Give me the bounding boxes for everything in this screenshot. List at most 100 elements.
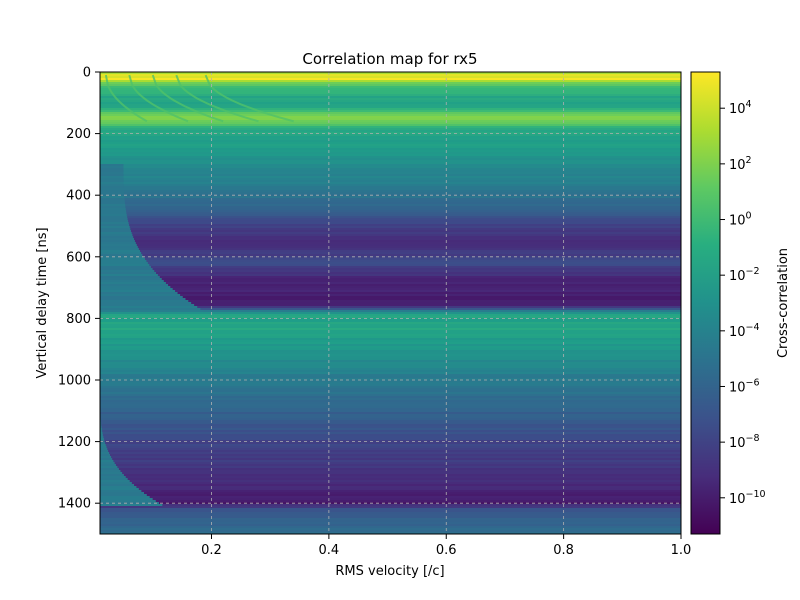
heatmap-row xyxy=(100,256,681,259)
heatmap-row xyxy=(100,198,681,201)
heatmap-cell xyxy=(100,476,126,479)
heatmap-cell xyxy=(100,492,145,495)
heatmap-row xyxy=(100,76,681,79)
heatmap-row xyxy=(100,484,681,487)
heatmap-cell xyxy=(100,262,148,265)
heatmap-cell xyxy=(100,174,124,177)
heatmap-row xyxy=(100,238,681,241)
heatmap-row xyxy=(100,290,681,293)
heatmap-row xyxy=(100,230,681,233)
heatmap-row xyxy=(100,382,681,385)
heatmap-row xyxy=(100,470,681,473)
heatmap-row xyxy=(100,116,681,119)
heatmap-cell xyxy=(100,286,171,289)
x-tick-label: 1.0 xyxy=(671,543,692,558)
heatmap-row xyxy=(100,332,681,335)
heatmap-row xyxy=(100,104,681,107)
heatmap-row xyxy=(100,360,681,363)
heatmap-row xyxy=(100,278,681,281)
heatmap-cell xyxy=(100,494,147,497)
heatmap-row xyxy=(100,320,681,323)
heatmap-row xyxy=(100,246,681,249)
heatmap-cell xyxy=(100,172,124,175)
heatmap-row xyxy=(100,516,681,519)
heatmap-row xyxy=(100,446,681,449)
heatmap-cell xyxy=(100,184,124,187)
heatmap-row xyxy=(100,130,681,133)
heatmap-cell xyxy=(100,444,106,447)
heatmap-row xyxy=(100,302,681,305)
heatmap-row xyxy=(100,414,681,417)
heatmap-row xyxy=(100,362,681,365)
heatmap-row xyxy=(100,524,681,527)
heatmap-cell xyxy=(100,480,130,483)
colorbar-tick-label: 10−10 xyxy=(729,489,766,507)
heatmap-row xyxy=(100,462,681,465)
heatmap-row xyxy=(100,268,681,271)
y-tick-label: 0 xyxy=(83,66,91,81)
heatmap-row xyxy=(100,84,681,87)
heatmap-row xyxy=(100,394,681,397)
heatmap-row xyxy=(100,154,681,157)
heatmap-cell xyxy=(100,486,137,489)
heatmap-row xyxy=(100,386,681,389)
heatmap-row xyxy=(100,112,681,115)
heatmap-row xyxy=(100,92,681,95)
heatmap-row xyxy=(100,300,681,303)
colorbar-tick-label: 10−4 xyxy=(729,322,760,340)
heatmap-streak xyxy=(104,74,148,123)
heatmap-row xyxy=(100,308,681,311)
heatmap-cell xyxy=(100,304,195,307)
heatmap-row xyxy=(100,100,681,103)
heatmap-cell xyxy=(100,430,103,433)
heatmap-row xyxy=(100,128,681,131)
heatmap-row xyxy=(100,212,681,215)
heatmap-row xyxy=(100,168,681,171)
heatmap-cell xyxy=(100,460,114,463)
heatmap-row xyxy=(100,428,681,431)
heatmap-row xyxy=(100,444,681,447)
heatmap-cell xyxy=(100,290,176,293)
heatmap-row xyxy=(100,298,681,301)
heatmap-cell xyxy=(100,238,135,241)
heatmap-cell xyxy=(100,196,125,199)
x-tick-label: 0.8 xyxy=(553,543,574,558)
heatmap-row xyxy=(100,456,681,459)
colorbar xyxy=(690,71,721,535)
heatmap-row xyxy=(100,464,681,467)
heatmap-cell xyxy=(100,470,121,473)
colorbar-tick-label: 104 xyxy=(729,99,752,117)
heatmap-row xyxy=(100,282,681,285)
heatmap-cell xyxy=(100,474,124,477)
heatmap-row xyxy=(100,430,681,433)
heatmap-row xyxy=(100,402,681,405)
heatmap-row xyxy=(100,334,681,337)
heatmap-row xyxy=(100,146,681,149)
heatmap-row xyxy=(100,452,681,455)
heatmap-row xyxy=(100,398,681,401)
heatmap-row xyxy=(100,312,681,315)
heatmap-row xyxy=(100,506,681,509)
heatmap-row xyxy=(100,454,681,457)
heatmap-cell xyxy=(100,206,126,209)
heatmap-row xyxy=(100,174,681,177)
heatmap-cell xyxy=(100,178,124,181)
heatmap-cell xyxy=(100,282,166,285)
heatmap-row xyxy=(100,134,681,137)
heatmap-cell xyxy=(100,464,116,467)
heatmap-cell xyxy=(100,220,129,223)
heatmap-row xyxy=(100,106,681,109)
heatmap-cell xyxy=(100,432,103,435)
heatmap-row xyxy=(100,436,681,439)
heatmap-cell xyxy=(100,264,150,267)
heatmap-row xyxy=(100,438,681,441)
heatmap-row xyxy=(100,358,681,361)
heatmap-row xyxy=(100,102,681,105)
heatmap-row xyxy=(100,518,681,521)
heatmap-row xyxy=(100,242,681,245)
heatmap-row xyxy=(100,192,681,195)
heatmap-row xyxy=(100,126,681,129)
heatmap-row xyxy=(100,442,681,445)
x-axis-label: RMS velocity [/c] xyxy=(335,564,444,579)
heatmap-row xyxy=(100,276,681,279)
